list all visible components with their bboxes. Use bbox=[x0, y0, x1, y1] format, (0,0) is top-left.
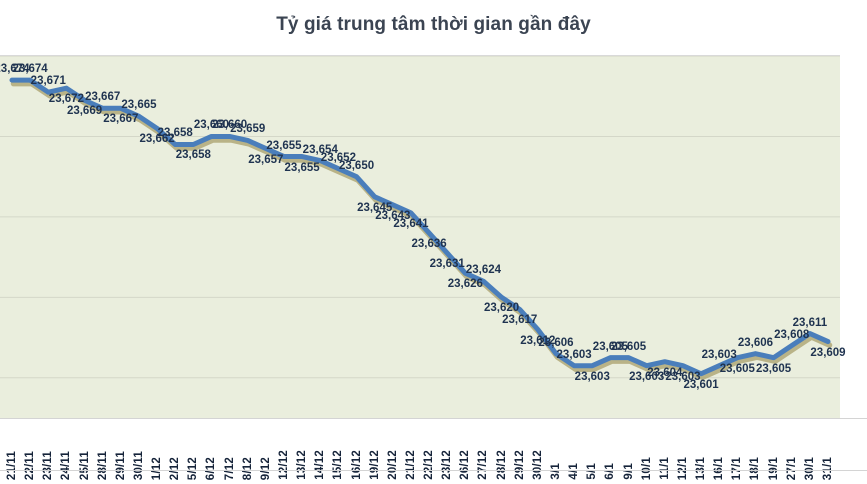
x-axis-tick-label: 6/1 bbox=[604, 463, 617, 480]
x-axis-tick-label: 28/11 bbox=[96, 450, 109, 480]
x-axis-tick-label: 30/1 bbox=[803, 456, 816, 480]
x-axis-tick-label: 4/1 bbox=[568, 463, 581, 480]
x-axis-tick-label: 25/11 bbox=[78, 450, 91, 480]
x-axis-tick-label: 13/12 bbox=[296, 450, 309, 480]
series-line-shadow bbox=[10, 80, 833, 381]
x-axis-tick-label: 16/1 bbox=[713, 456, 726, 480]
x-axis-tick-label: 23/12 bbox=[441, 450, 454, 480]
x-axis-tick-label: 15/12 bbox=[332, 450, 345, 480]
x-axis-tick-label: 12/1 bbox=[676, 456, 689, 480]
x-axis-tick-label: 11/1 bbox=[658, 457, 671, 480]
x-axis-tick-label: 23/11 bbox=[42, 450, 55, 480]
x-axis-tick-label: 30/12 bbox=[531, 450, 544, 480]
x-axis-tick-label: 2/12 bbox=[169, 456, 182, 480]
x-axis-tick-label: 21/12 bbox=[404, 450, 417, 480]
x-axis-tick-label: 5/1 bbox=[586, 463, 599, 480]
x-axis-tick-label: 1/12 bbox=[151, 456, 164, 480]
x-axis-tick-label: 27/12 bbox=[477, 450, 490, 480]
x-axis-tick-label: 17/1 bbox=[731, 456, 744, 480]
x-axis-tick-label: 18/1 bbox=[749, 456, 762, 480]
x-axis-tick-label: 13/1 bbox=[695, 456, 708, 480]
x-axis-tick-label: 24/11 bbox=[60, 450, 73, 480]
plot-area bbox=[0, 56, 840, 418]
x-axis: 21/11 22/11 23/11 24/11 25/11 28/11 29/11 30/11… bbox=[0, 420, 867, 484]
x-axis-tick-label: 19/1 bbox=[767, 456, 780, 480]
x-axis-tick-label: 29/12 bbox=[513, 450, 526, 480]
x-axis-tick-label: 14/12 bbox=[314, 450, 327, 480]
x-axis-tick-label: 28/12 bbox=[495, 450, 508, 480]
x-axis-tick-label: 26/12 bbox=[459, 450, 472, 480]
line-chart-svg bbox=[0, 56, 840, 381]
x-axis-tick-label: 20/12 bbox=[386, 450, 399, 480]
x-axis-tick-label: 10/1 bbox=[640, 456, 653, 480]
chart-title: Tỷ giá trung tâm thời gian gần đây bbox=[276, 14, 591, 35]
x-axis-tick-label: 27/1 bbox=[785, 456, 798, 480]
x-axis-tick-label: 6/12 bbox=[205, 456, 218, 480]
x-axis-tick-label: 30/11 bbox=[132, 450, 145, 480]
x-axis-tick-label: 9/1 bbox=[622, 463, 635, 480]
plot-bottom-rule bbox=[0, 418, 867, 419]
x-axis-tick-label: 22/12 bbox=[423, 450, 436, 480]
series-line[interactable] bbox=[9, 77, 831, 377]
x-axis-tick-label: 16/12 bbox=[350, 450, 363, 480]
x-axis-tick-label: 9/12 bbox=[259, 456, 272, 480]
x-axis-baseline-rule bbox=[0, 470, 867, 471]
x-axis-tick-label: 8/12 bbox=[241, 456, 254, 480]
x-axis-tick-label: 21/11 bbox=[6, 450, 18, 480]
x-axis-tick-label: 3/1 bbox=[550, 463, 562, 480]
x-axis-tick-label: 22/11 bbox=[24, 450, 37, 480]
gridlines bbox=[0, 56, 840, 379]
x-axis-tick-label: 19/12 bbox=[368, 450, 381, 480]
x-axis-tick-label: 29/11 bbox=[114, 450, 127, 480]
x-axis-tick-label: 5/12 bbox=[187, 456, 200, 480]
x-axis-tick-label: 31/1 bbox=[822, 456, 834, 480]
x-axis-tick-label: 12/12 bbox=[278, 450, 290, 480]
x-axis-tick-label: 7/12 bbox=[223, 456, 236, 480]
